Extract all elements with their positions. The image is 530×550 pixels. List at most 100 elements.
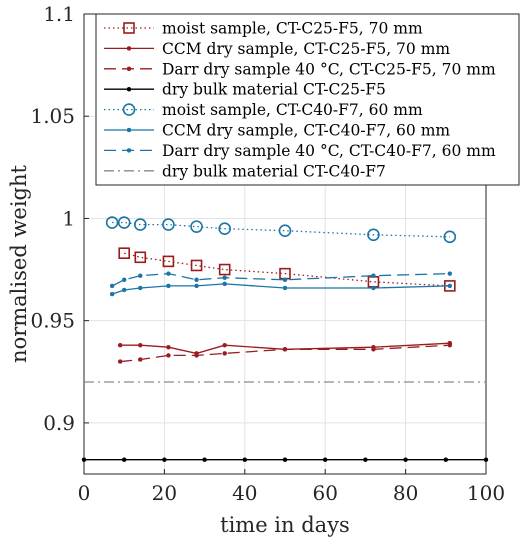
data-point bbox=[242, 457, 248, 462]
legend-item: CCM dry sample, CT-C40-F7, 60 mm bbox=[104, 122, 450, 140]
data-point bbox=[371, 285, 376, 291]
data-point bbox=[282, 277, 288, 283]
legend-marker bbox=[126, 148, 132, 153]
data-point bbox=[118, 247, 130, 259]
x-tick-label: 80 bbox=[393, 481, 418, 505]
data-point bbox=[222, 351, 227, 356]
legend-label: moist sample, CT-C40-F7, 60 mm bbox=[162, 101, 423, 119]
legend-label: Darr dry sample 40 °C, CT-C40-F7, 60 mm bbox=[162, 142, 496, 160]
data-point bbox=[282, 347, 288, 352]
legend-item: dry bulk material CT-C40-F7 bbox=[104, 162, 386, 180]
data-point bbox=[121, 277, 127, 283]
data-point bbox=[138, 357, 143, 362]
data-point bbox=[109, 291, 115, 297]
series-3 bbox=[117, 342, 453, 364]
data-point bbox=[218, 222, 231, 235]
legend-label: CCM dry sample, CT-C40-F7, 60 mm bbox=[162, 122, 450, 140]
legend-label: moist sample, CT-C25-F5, 70 mm bbox=[162, 20, 423, 38]
legend: moist sample, CT-C25-F5, 70 mm CCM dry sa… bbox=[95, 13, 520, 186]
data-point bbox=[194, 277, 199, 283]
data-point bbox=[222, 275, 227, 280]
data-point bbox=[194, 283, 199, 289]
x-tick-label: 60 bbox=[312, 481, 337, 505]
data-point bbox=[166, 353, 171, 358]
series-line bbox=[111, 283, 450, 295]
data-point bbox=[138, 342, 143, 348]
legend-item: Darr dry sample 40 °C, CT-C25-F5, 70 mm bbox=[104, 60, 496, 78]
series-7 bbox=[109, 271, 453, 289]
x-tick-label: 100 bbox=[467, 481, 505, 505]
data-point bbox=[363, 457, 368, 462]
legend-label: dry bulk material CT-C40-F7 bbox=[162, 162, 386, 180]
data-point bbox=[371, 347, 376, 352]
data-point bbox=[166, 283, 171, 289]
data-point bbox=[117, 342, 123, 348]
data-point bbox=[447, 283, 453, 289]
legend-item: dry bulk material CT-C25-F5 bbox=[104, 81, 386, 99]
data-point bbox=[278, 224, 292, 238]
legend-marker bbox=[126, 66, 132, 72]
data-point bbox=[403, 457, 408, 462]
y-tick-label: 1.1 bbox=[43, 2, 75, 26]
data-point bbox=[194, 353, 199, 358]
y-tick-label: 1.05 bbox=[30, 104, 75, 128]
x-axis-label: time in days bbox=[220, 513, 350, 537]
data-point bbox=[162, 457, 167, 462]
legend-marker bbox=[122, 103, 136, 116]
legend-marker bbox=[126, 127, 132, 133]
data-point bbox=[202, 457, 207, 462]
y-axis: 0.9 0.95 1 1.05 1.1 bbox=[30, 2, 89, 435]
data-point bbox=[121, 457, 127, 462]
data-point bbox=[483, 457, 489, 462]
legend-label: CCM dry sample, CT-C25-F5, 70 mm bbox=[162, 40, 450, 58]
legend-box bbox=[95, 13, 520, 186]
data-point bbox=[282, 285, 288, 291]
y-tick-label: 0.9 bbox=[43, 411, 75, 435]
data-point bbox=[138, 273, 143, 278]
series-4 bbox=[81, 457, 489, 462]
y-tick-label: 1 bbox=[62, 206, 75, 230]
legend-item: moist sample, CT-C25-F5, 70 mm bbox=[104, 20, 423, 38]
y-axis-label: normalised weight bbox=[7, 164, 31, 362]
data-point bbox=[105, 216, 119, 229]
legend-item: moist sample, CT-C40-F7, 60 mm bbox=[104, 101, 423, 119]
data-point bbox=[134, 251, 147, 264]
data-point bbox=[109, 283, 115, 289]
legend-label: dry bulk material CT-C25-F5 bbox=[162, 81, 386, 99]
data-point bbox=[443, 457, 449, 462]
series-6 bbox=[109, 281, 453, 297]
data-point bbox=[218, 263, 231, 276]
x-axis: 0 20 40 60 80 100 bbox=[78, 469, 505, 505]
data-point bbox=[367, 228, 380, 242]
data-point bbox=[162, 218, 175, 231]
data-point bbox=[190, 220, 203, 233]
data-point bbox=[162, 255, 175, 268]
data-point bbox=[443, 230, 457, 244]
data-point bbox=[121, 287, 127, 293]
series-line bbox=[120, 344, 450, 363]
data-point bbox=[371, 273, 376, 278]
legend-marker bbox=[123, 22, 135, 34]
y-tick-label: 0.95 bbox=[30, 309, 75, 333]
series-5 bbox=[105, 216, 457, 244]
data-point bbox=[447, 342, 453, 348]
data-point bbox=[117, 359, 123, 364]
legend-item: Darr dry sample 40 °C, CT-C40-F7, 60 mm bbox=[104, 142, 496, 160]
legend-marker bbox=[126, 86, 132, 92]
series-line bbox=[111, 272, 450, 287]
series-line bbox=[120, 342, 450, 355]
data-point bbox=[81, 457, 87, 462]
x-tick-label: 0 bbox=[78, 481, 91, 505]
data-point bbox=[138, 285, 143, 291]
data-point bbox=[222, 281, 227, 287]
x-tick-label: 40 bbox=[232, 481, 257, 505]
data-point bbox=[322, 457, 328, 462]
data-point bbox=[133, 218, 147, 231]
data-point bbox=[447, 271, 453, 276]
data-point bbox=[190, 259, 203, 272]
data-point bbox=[282, 457, 288, 462]
data-point bbox=[117, 216, 131, 229]
data-point bbox=[222, 342, 227, 348]
legend-marker bbox=[126, 46, 132, 51]
